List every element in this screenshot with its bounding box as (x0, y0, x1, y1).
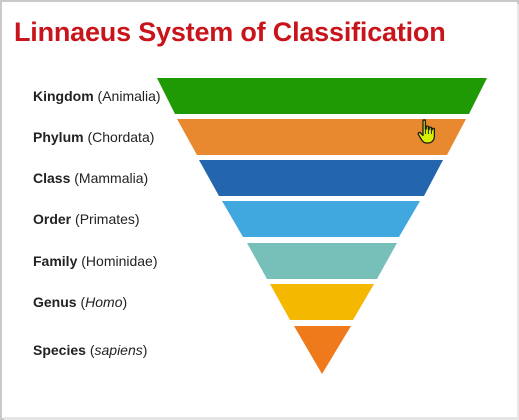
rank-label: Species (33, 342, 86, 358)
level-label: Phylum (Chordata) (33, 129, 155, 145)
taxon-name: Animalia (102, 88, 156, 104)
rank-label: Phylum (33, 129, 84, 145)
rank-label: Family (33, 253, 78, 269)
pyramid-band-kingdom (157, 78, 487, 114)
taxon-name: Mammalia (78, 170, 144, 186)
taxon-name: Homo (85, 294, 123, 310)
rank-label: Kingdom (33, 88, 94, 104)
pyramid-band-class (199, 160, 443, 196)
pyramid-band-family (247, 243, 397, 279)
hand-pointer-icon (417, 119, 436, 144)
taxon-name: sapiens (94, 342, 143, 358)
pyramid-band-order (222, 201, 420, 237)
frame-shadow (4, 417, 519, 420)
level-label: Family (Hominidae) (33, 253, 158, 269)
level-label: Class (Mammalia) (33, 170, 149, 186)
diagram-title: Linnaeus System of Classification (14, 17, 446, 47)
rank-label: Genus (33, 294, 77, 310)
rank-label: Order (33, 211, 72, 227)
taxon-name: Hominidae (85, 253, 153, 269)
taxon-name: Primates (79, 211, 135, 227)
frame-shadow (517, 4, 519, 420)
level-label: Kingdom (Animalia) (33, 88, 161, 104)
pyramid-band-genus (270, 284, 374, 320)
level-label: Genus (Homo) (33, 294, 128, 310)
rank-label: Class (33, 170, 71, 186)
taxon-name: Chordata (92, 129, 150, 145)
pyramid-band-species (294, 326, 351, 374)
level-label: Order (Primates) (33, 211, 140, 227)
pyramid-band-phylum (177, 119, 466, 155)
level-label: Species (sapiens) (33, 342, 148, 358)
